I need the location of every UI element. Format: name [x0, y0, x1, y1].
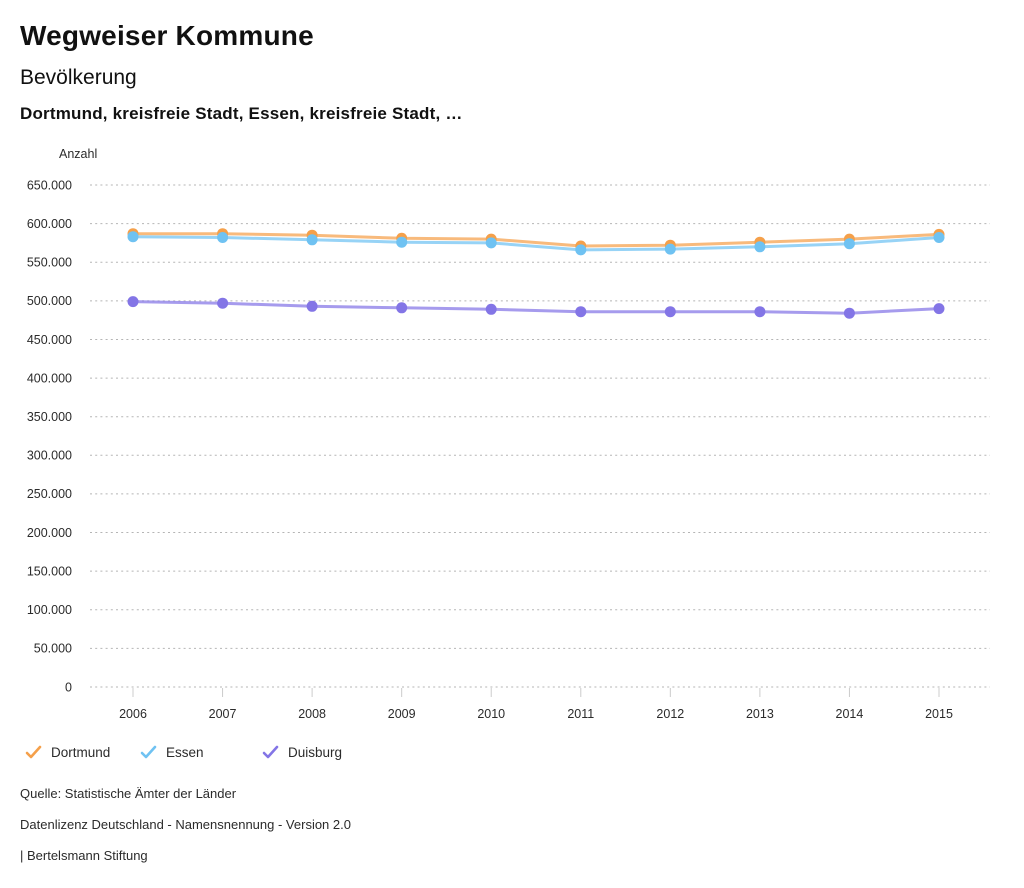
license-note: Datenlizenz Deutschland - Namensnennung … — [20, 817, 351, 832]
svg-text:2013: 2013 — [746, 707, 774, 721]
svg-text:2010: 2010 — [477, 707, 505, 721]
page-title: Wegweiser Kommune — [20, 20, 314, 51]
attribution-note: | Bertelsmann Stiftung — [20, 848, 148, 863]
svg-text:100.000: 100.000 — [27, 603, 72, 617]
svg-text:350.000: 350.000 — [27, 410, 72, 424]
legend-item-duisburg[interactable]: Duisburg — [262, 745, 342, 760]
svg-text:400.000: 400.000 — [27, 371, 72, 385]
population-line-chart: Anzahl 650.000 600.000 550.000 500.000 450.00… — [27, 147, 990, 721]
svg-text:2011: 2011 — [567, 707, 594, 721]
svg-text:2006: 2006 — [119, 707, 147, 721]
chart-topic-title: Bevölkerung — [20, 66, 137, 89]
selected-municipalities: Dortmund, kreisfreie Stadt, Essen, kreis… — [20, 104, 463, 123]
svg-text:500.000: 500.000 — [27, 294, 72, 308]
svg-text:450.000: 450.000 — [27, 333, 72, 347]
svg-text:150.000: 150.000 — [27, 564, 72, 578]
svg-text:2009: 2009 — [388, 707, 416, 721]
chart-legend: Dortmund Essen Duisburg — [0, 745, 1024, 765]
svg-text:250.000: 250.000 — [27, 487, 72, 501]
legend-item-dortmund[interactable]: Dortmund — [25, 745, 110, 760]
svg-text:2007: 2007 — [209, 707, 237, 721]
svg-text:300.000: 300.000 — [27, 449, 72, 463]
svg-text:2012: 2012 — [656, 707, 684, 721]
check-icon — [25, 745, 42, 759]
svg-text:50.000: 50.000 — [34, 642, 72, 656]
legend-label: Duisburg — [288, 745, 343, 760]
check-icon — [140, 745, 157, 759]
svg-text:0: 0 — [65, 680, 72, 694]
source-note: Quelle: Statistische Ämter der Länder — [20, 786, 237, 801]
svg-text:2015: 2015 — [925, 707, 953, 721]
legend-label: Essen — [166, 745, 204, 760]
svg-text:Anzahl: Anzahl — [59, 147, 97, 161]
svg-text:550.000: 550.000 — [27, 256, 72, 270]
legend-label: Dortmund — [51, 745, 111, 760]
svg-text:600.000: 600.000 — [27, 217, 72, 231]
check-icon — [262, 745, 279, 759]
legend-item-essen[interactable]: Essen — [140, 745, 204, 760]
svg-text:2014: 2014 — [836, 707, 864, 721]
svg-text:200.000: 200.000 — [27, 526, 72, 540]
svg-text:650.000: 650.000 — [27, 178, 72, 192]
svg-text:2008: 2008 — [298, 707, 326, 721]
